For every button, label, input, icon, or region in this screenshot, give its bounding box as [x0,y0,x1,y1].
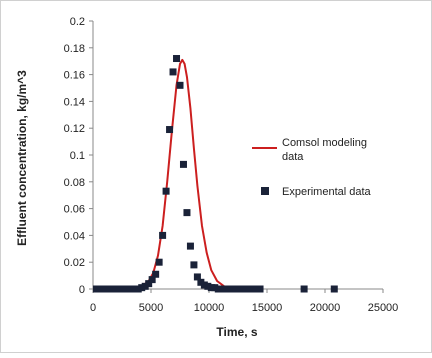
x-axis-label: Time, s [216,325,257,339]
x-tick-label: 25000 [368,302,399,314]
x-tick-label: 15000 [252,302,283,314]
y-tick-label: 0.02 [64,257,85,269]
y-tick-label: 0 [79,284,85,296]
y-tick-label: 0.1 [70,150,85,162]
legend-label-comsol-modeling-data: Comsol modeling data [282,137,367,163]
series-layer [92,55,338,293]
legend: Comsol modeling data Experimental data [252,137,372,198]
data-point-experimental [162,187,170,195]
data-point-experimental [183,209,191,217]
data-point-experimental [159,231,167,239]
y-tick-label: 0.18 [64,43,85,55]
data-point-experimental [330,285,338,293]
data-point-experimental [256,285,264,293]
data-point-experimental [186,242,194,250]
y-tick-label: 0.04 [64,230,85,242]
y-tick-label: 0.2 [70,16,85,28]
legend-label-experimental-data: Experimental data [282,186,372,198]
data-point-experimental [166,126,174,134]
x-axis-ticks: 0 5000 10000 15000 20000 25000 [90,289,398,314]
data-point-experimental [148,276,156,284]
data-point-experimental [145,280,153,288]
x-tick-label: 20000 [310,302,341,314]
y-axis-ticks: 0 0.02 0.04 0.06 0.08 0.1 0.12 0.14 0.16 0.18 0.2 [64,16,93,296]
x-tick-label: 10000 [194,302,225,314]
data-point-experimental [190,261,198,269]
x-tick-label: 5000 [139,302,163,314]
y-tick-label: 0.14 [64,96,85,108]
data-point-experimental [179,160,187,168]
data-point-experimental [193,273,201,281]
y-axis-label: Effluent concentration, kg/m^3 [15,70,29,246]
y-tick-label: 0.12 [64,123,85,135]
data-point-experimental [152,270,160,278]
legend-marker-swatch [261,187,269,195]
y-tick-label: 0.06 [64,204,85,216]
data-point-experimental [169,68,177,76]
data-point-experimental [300,285,308,293]
data-point-experimental [173,55,181,63]
y-tick-label: 0.16 [64,70,85,82]
x-tick-label: 0 [90,302,96,314]
y-tick-label: 0.08 [64,177,85,189]
data-point-experimental [155,258,163,266]
data-point-experimental [176,81,184,89]
